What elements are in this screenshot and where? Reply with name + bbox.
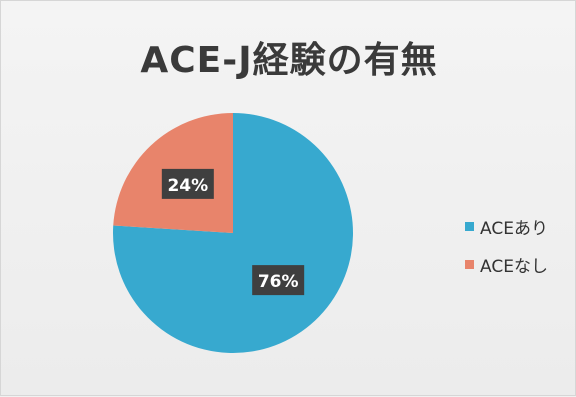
legend: ACEあり ACEなし (465, 213, 548, 289)
data-label-text-ace-no: 24% (167, 176, 208, 196)
data-label-box-ace-yes (252, 265, 305, 296)
legend-label-ace-yes: ACEあり (480, 218, 548, 239)
legend-swatch-ace-yes (465, 221, 474, 231)
legend-label-ace-no: ACEなし (480, 256, 548, 277)
data-label-box-ace-no (161, 168, 214, 199)
chart-title: ACE-J経験の有無 (140, 40, 438, 81)
legend-swatch-ace-no (465, 259, 474, 269)
legend-item-ace-yes: ACEあり (465, 213, 548, 239)
data-label-ace-no: 24% (161, 168, 214, 199)
data-label-ace-yes: 76% (252, 265, 305, 296)
data-label-text-ace-yes: 76% (258, 272, 299, 292)
legend-item-ace-no: ACEなし (465, 251, 548, 277)
